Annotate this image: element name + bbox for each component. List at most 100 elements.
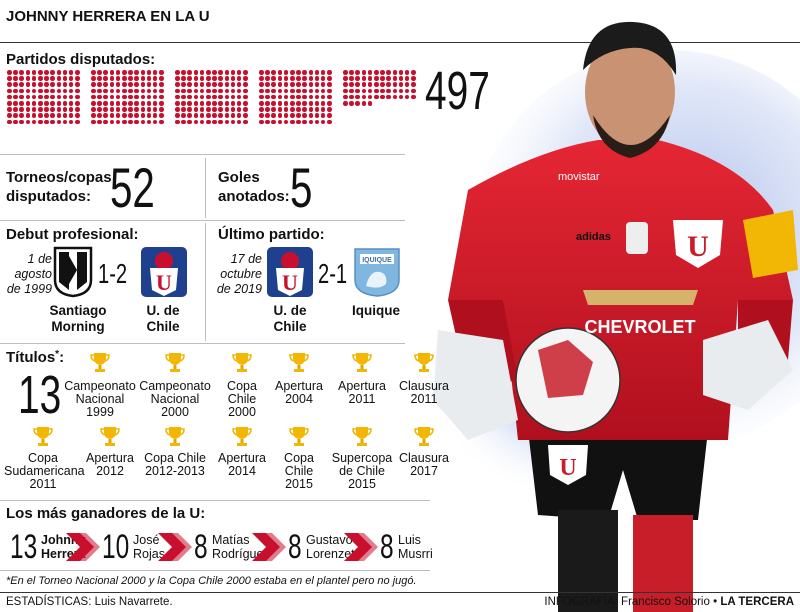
match-dot (97, 76, 102, 81)
match-dot (25, 94, 31, 100)
match-dot (296, 107, 301, 112)
match-dot (159, 100, 164, 106)
match-dot (283, 119, 289, 125)
match-dot (314, 88, 320, 94)
trophy-icon (288, 351, 310, 373)
match-dot (181, 113, 186, 118)
match-dot (367, 100, 373, 106)
match-dot (205, 70, 211, 75)
match-dot (199, 76, 205, 81)
match-dot (62, 119, 68, 125)
match-dot (25, 76, 31, 81)
match-dot (146, 76, 152, 81)
match-dot (283, 113, 289, 118)
match-dot (62, 82, 68, 87)
chevron-right-icon (66, 533, 100, 561)
match-dot (193, 113, 199, 118)
match-dot (91, 119, 96, 125)
match-dot (7, 88, 12, 94)
match-dot (97, 100, 102, 106)
match-dot (193, 76, 199, 81)
match-dot (146, 82, 152, 87)
match-dot (181, 107, 186, 112)
match-dot (56, 76, 62, 81)
match-dot (296, 119, 301, 125)
match-dot (283, 82, 289, 87)
goals-value: 5 (290, 156, 313, 219)
match-dot (205, 113, 211, 118)
match-dot (349, 94, 354, 100)
match-dot (62, 70, 68, 75)
match-dot (236, 76, 242, 81)
match-dot (373, 76, 379, 81)
match-dot (25, 119, 31, 125)
match-dot (37, 76, 43, 81)
match-dot (68, 76, 74, 81)
match-dot (230, 94, 236, 100)
match-dot (199, 100, 205, 106)
match-dot (44, 94, 49, 100)
match-dot (373, 88, 379, 94)
match-dot (115, 94, 121, 100)
match-dot (271, 82, 276, 87)
match-dot (265, 94, 270, 100)
crest-iquique: IQUIQUE (354, 248, 400, 297)
match-dot (175, 76, 180, 81)
match-dot (236, 82, 242, 87)
match-dot (349, 70, 354, 75)
match-dot (343, 82, 348, 87)
match-dot (134, 100, 139, 106)
match-dot (75, 88, 80, 94)
match-dot (97, 82, 102, 87)
trophy-icon (32, 425, 54, 447)
match-dot (212, 100, 217, 106)
match-dot (181, 70, 186, 75)
winner-count: 8 (380, 528, 394, 566)
match-dot (13, 76, 18, 81)
match-dot (277, 88, 283, 94)
match-dot (199, 107, 205, 112)
match-dot (212, 88, 217, 94)
match-dot (44, 100, 49, 106)
match-dot (277, 113, 283, 118)
match-dot (308, 113, 314, 118)
match-dot (62, 88, 68, 94)
match-dot (62, 107, 68, 112)
match-dot (75, 119, 80, 125)
match-dot (308, 107, 314, 112)
crest-u-de-chile-last: U (267, 247, 313, 297)
winner-count: 8 (194, 528, 208, 566)
match-dot (134, 82, 139, 87)
match-dot (50, 94, 55, 100)
match-dot (398, 88, 404, 94)
match-dot (56, 88, 62, 94)
match-dot (349, 88, 354, 94)
match-dot (37, 82, 43, 87)
match-dot (243, 70, 248, 75)
match-dot (259, 94, 264, 100)
match-dot (121, 70, 127, 75)
match-dot (320, 119, 326, 125)
match-dot (97, 119, 102, 125)
match-dot (265, 107, 270, 112)
match-dot (218, 113, 223, 118)
match-dot (283, 70, 289, 75)
match-dot (115, 82, 121, 87)
match-dot (75, 70, 80, 75)
match-dot (320, 70, 326, 75)
trophy-icon (99, 425, 121, 447)
match-dot (44, 107, 49, 112)
match-dot (361, 94, 367, 100)
match-dot (68, 70, 74, 75)
trophy-icon (164, 351, 186, 373)
match-dot (44, 88, 49, 94)
match-dot (140, 107, 146, 112)
match-dot (355, 88, 360, 94)
match-dot (31, 94, 37, 100)
svg-text:U: U (156, 270, 172, 295)
match-dot (175, 100, 180, 106)
matches-dot-block (7, 70, 81, 126)
debut-title: Debut profesional: (6, 226, 139, 243)
match-dot (271, 119, 276, 125)
match-dot (243, 82, 248, 87)
